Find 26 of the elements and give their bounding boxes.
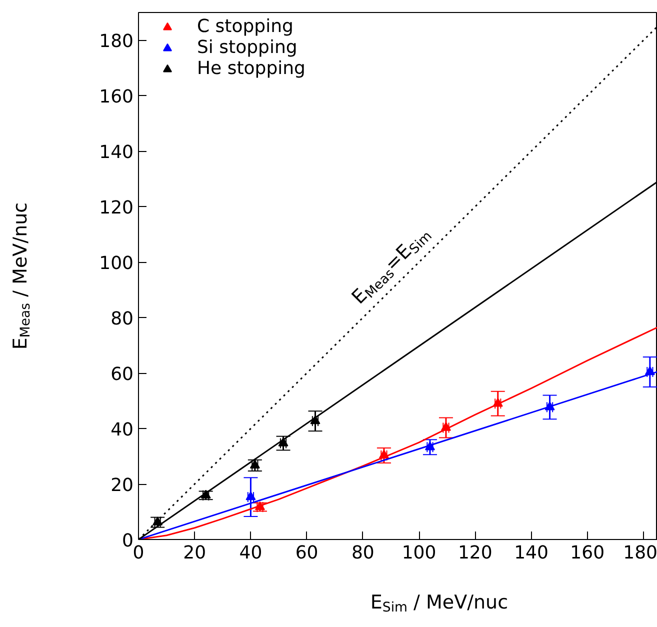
legend-label: Si stopping [197,37,298,58]
y-tick-label: 60 [110,364,134,386]
y-tick-label: 140 [99,142,134,164]
point [250,460,260,469]
y-tick-label: 160 [99,86,134,108]
point [246,491,256,500]
y-tick-label: 40 [110,420,134,441]
y-tick-label: 20 [110,475,134,496]
x-tick-label: 120 [458,542,492,564]
x-tick-label: 60 [295,542,318,564]
x-tick-label: 20 [183,542,206,564]
legend-label: C stopping [197,16,294,37]
legend-label: He stopping [197,58,306,79]
y-tick-label: 120 [99,198,134,219]
x-tick-label: 160 [570,542,605,564]
x-tick-label: 80 [351,542,374,564]
x-tick-label: 40 [239,542,262,564]
point [152,516,163,526]
y-tick-label: 180 [99,31,134,52]
point [278,438,288,446]
x-tick-label: 100 [402,542,436,564]
x-tick-label: 180 [623,542,657,564]
y-tick-label: 100 [99,253,134,274]
y-axis-title: EMeas / MeV/nuc [10,202,34,350]
x-tick-label: 140 [514,542,548,564]
y-tick-label: 80 [110,308,134,330]
